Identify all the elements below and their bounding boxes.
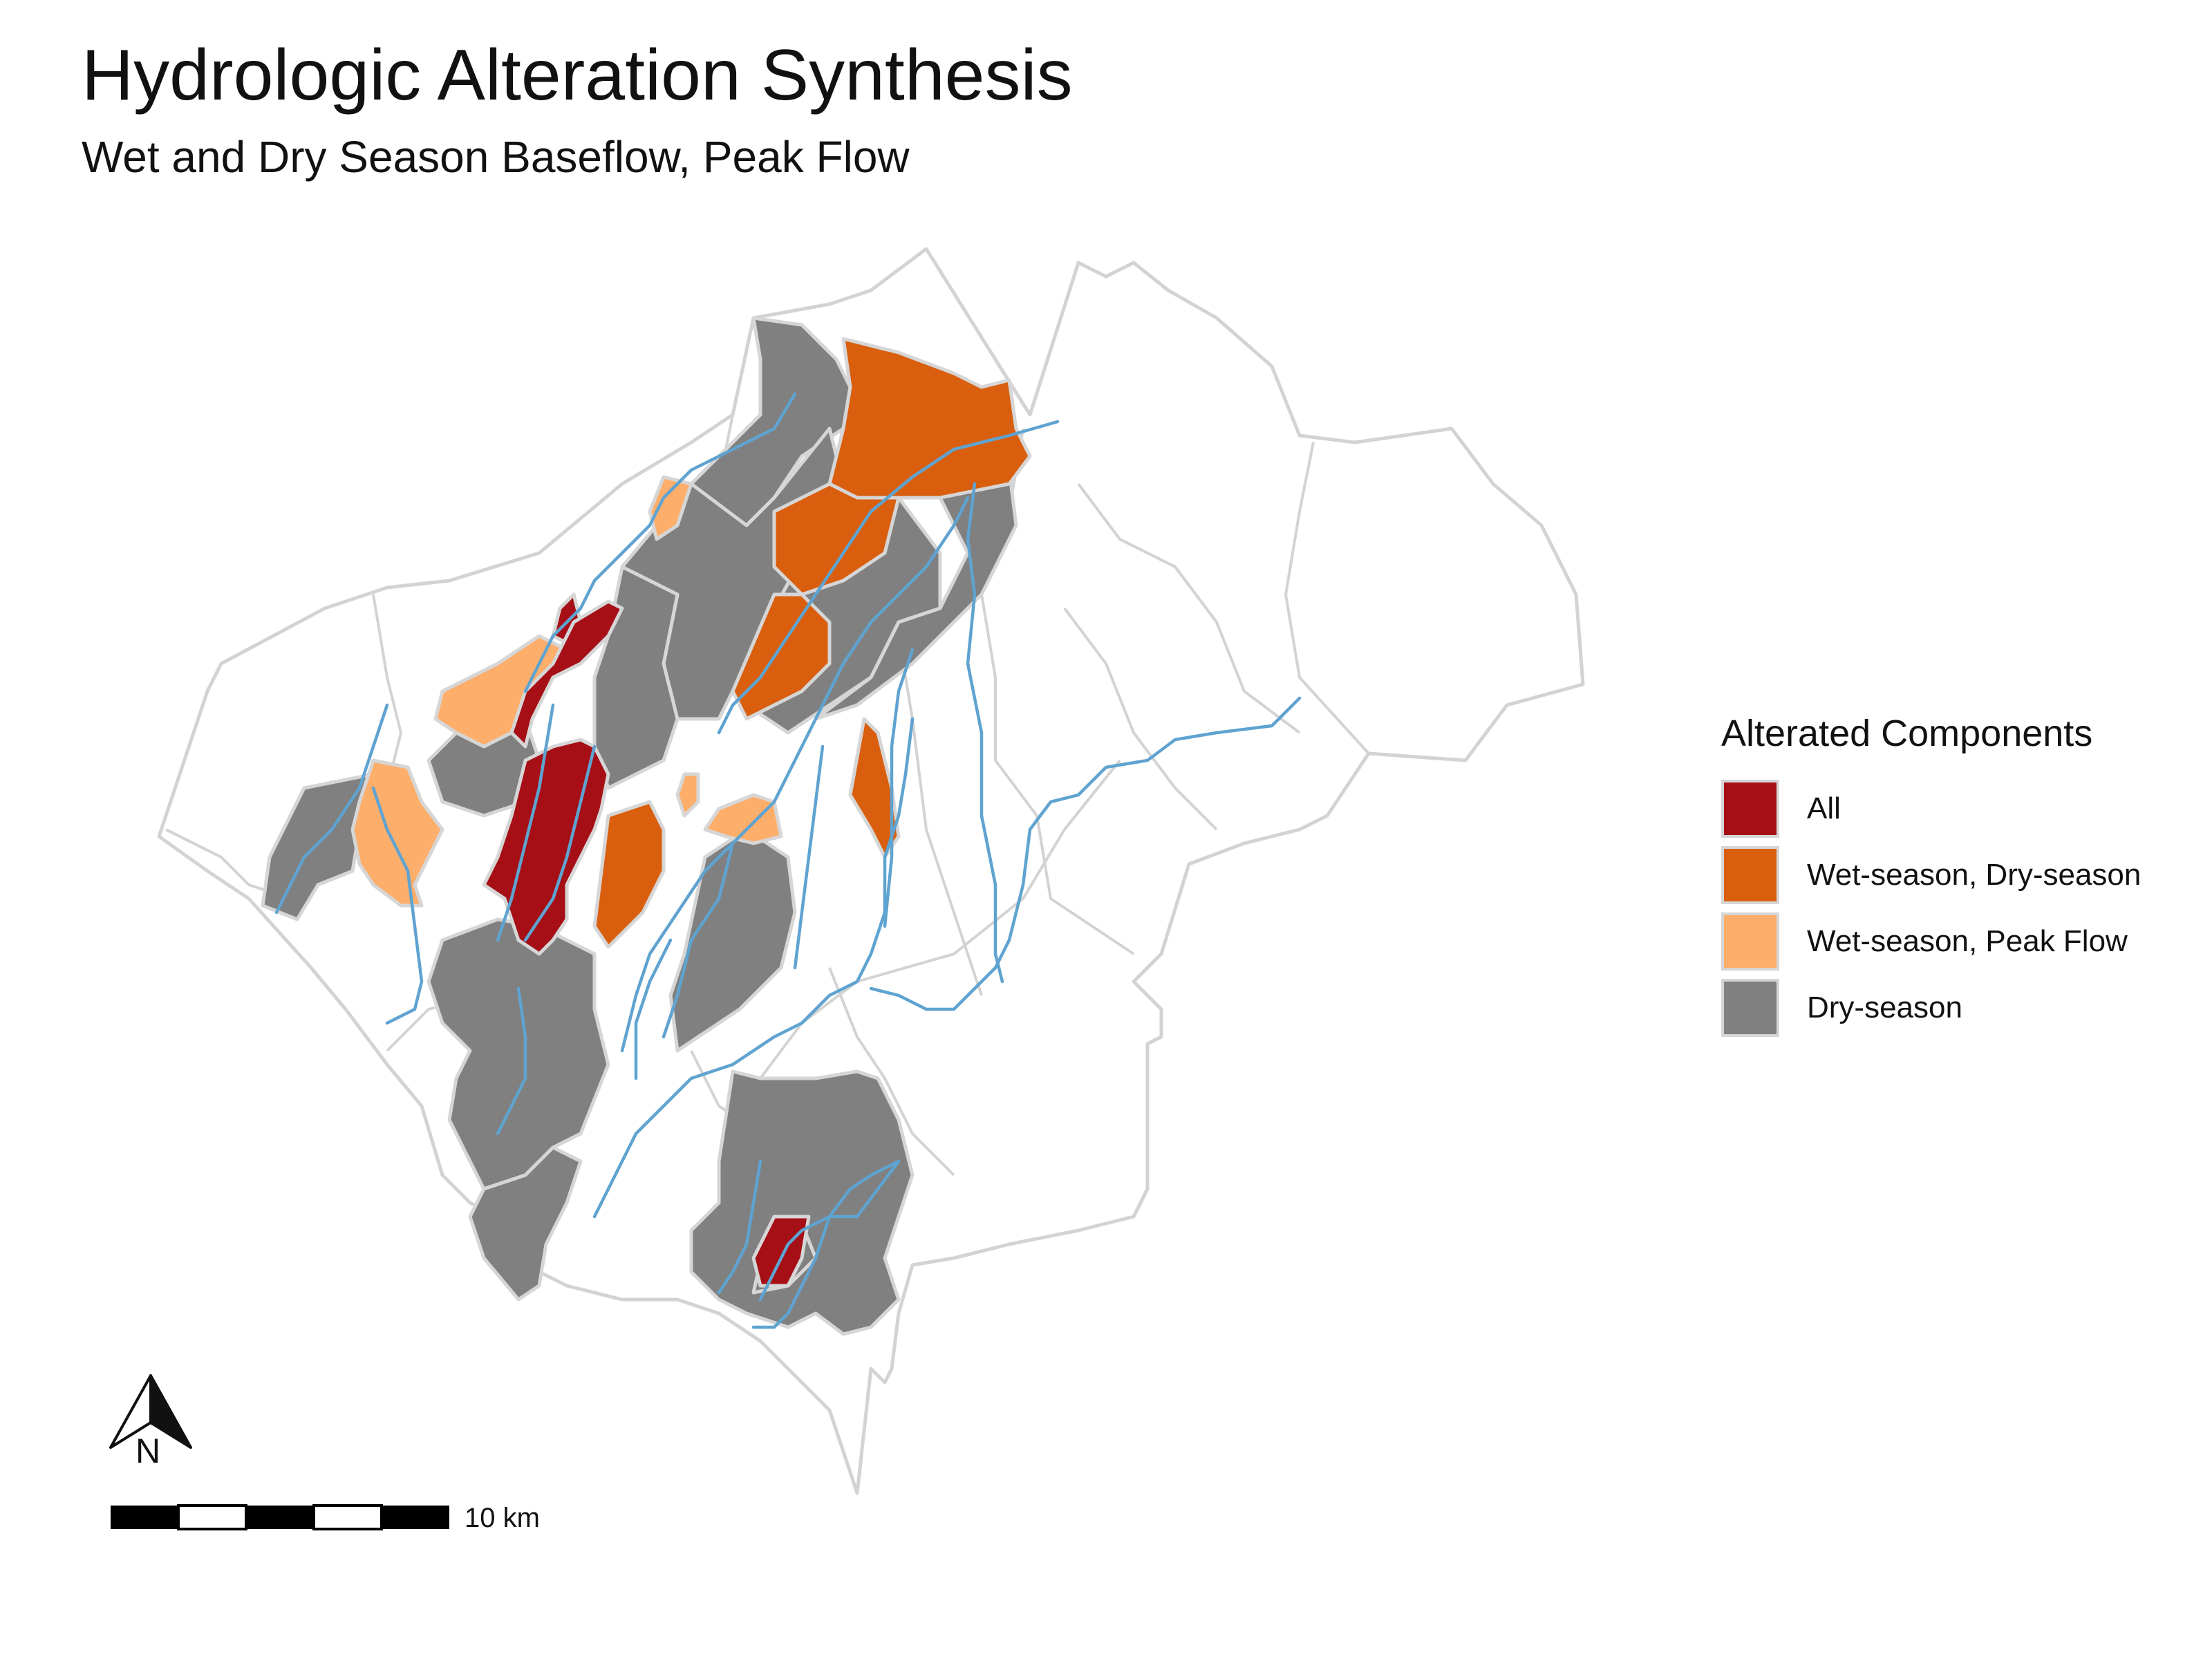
subbasin-wet-peak: [433, 634, 569, 749]
wet-peak-subbasins: [350, 475, 783, 908]
river: [274, 703, 389, 915]
legend-item-wet-peak: Wet-season, Peak Flow: [1721, 908, 2141, 975]
river: [717, 1159, 762, 1295]
river: [523, 744, 597, 942]
subbasin-wet-peak: [703, 793, 783, 845]
legend-swatch-all: [1721, 780, 1779, 838]
legend-item-wet-dry: Wet-season, Dry-season: [1721, 842, 2141, 908]
all-components-subbasins: [482, 592, 811, 1288]
legend-title: Alterated Components: [1721, 713, 2093, 754]
river: [634, 938, 673, 1080]
scale-bar-segment: [312, 1504, 383, 1530]
legend-label-wet-dry: Wet-season, Dry-season: [1807, 858, 2141, 892]
river: [869, 696, 1302, 1011]
subbasin-all: [751, 1215, 811, 1288]
legend-swatch-dry: [1721, 979, 1779, 1037]
river: [717, 420, 1060, 735]
scale-bar: [111, 1504, 449, 1530]
river: [793, 744, 825, 970]
river: [883, 648, 915, 928]
subbasin-all: [482, 738, 610, 956]
river: [758, 1159, 901, 1302]
subbasin-dry: [814, 468, 1018, 721]
river: [371, 786, 424, 1025]
subbasin-wet-dry: [827, 337, 1032, 500]
legend-label-dry: Dry-season: [1807, 991, 1962, 1024]
legend-item-dry: Dry-season: [1721, 975, 2141, 1041]
legend-swatch-wet-peak: [1721, 912, 1779, 971]
subbasin-dry: [468, 1145, 583, 1302]
river: [496, 986, 527, 1136]
dry-season-subbasins: [261, 316, 1018, 1336]
map-subtitle: Wet and Dry Season Baseflow, Peak Flow: [82, 132, 910, 182]
river: [592, 717, 915, 1219]
river: [662, 841, 735, 1039]
wet-dry-subbasins: [592, 337, 1032, 949]
river: [966, 482, 1004, 984]
scale-bar-segment: [177, 1504, 247, 1530]
scale-bar-segment: [111, 1506, 178, 1529]
legend-swatch-wet-dry: [1721, 846, 1779, 904]
subbasin-all: [509, 599, 624, 749]
scale-bar-segment: [382, 1506, 449, 1529]
scale-bar-segment: [246, 1506, 314, 1529]
subbasin-wet-peak: [648, 475, 693, 541]
subbasin-wet-peak: [675, 772, 700, 818]
north-arrow-label: N: [135, 1432, 161, 1470]
rivers: [274, 392, 1302, 1329]
subbasin-wet-dry: [592, 800, 666, 949]
map-title: Hydrologic Alteration Synthesis: [82, 35, 1073, 115]
river: [751, 1159, 901, 1329]
north-arrow: [109, 1374, 192, 1449]
legend-item-all: All: [1721, 776, 2141, 842]
legend-label-all: All: [1807, 791, 1841, 825]
subbasin-wet-dry: [772, 482, 901, 597]
legend: Alterated Components All Wet-season, Dry…: [1721, 712, 2141, 1041]
subbasin-dry: [668, 827, 797, 1053]
river: [620, 496, 970, 1053]
legend-label-wet-peak: Wet-season, Peak Flow: [1807, 924, 2128, 958]
river-main-stem: [523, 392, 797, 693]
north-arrow-right: [149, 1374, 192, 1449]
scale-bar-label: 10 km: [465, 1503, 540, 1533]
river: [496, 703, 555, 942]
subbasin-dry: [689, 1069, 915, 1336]
